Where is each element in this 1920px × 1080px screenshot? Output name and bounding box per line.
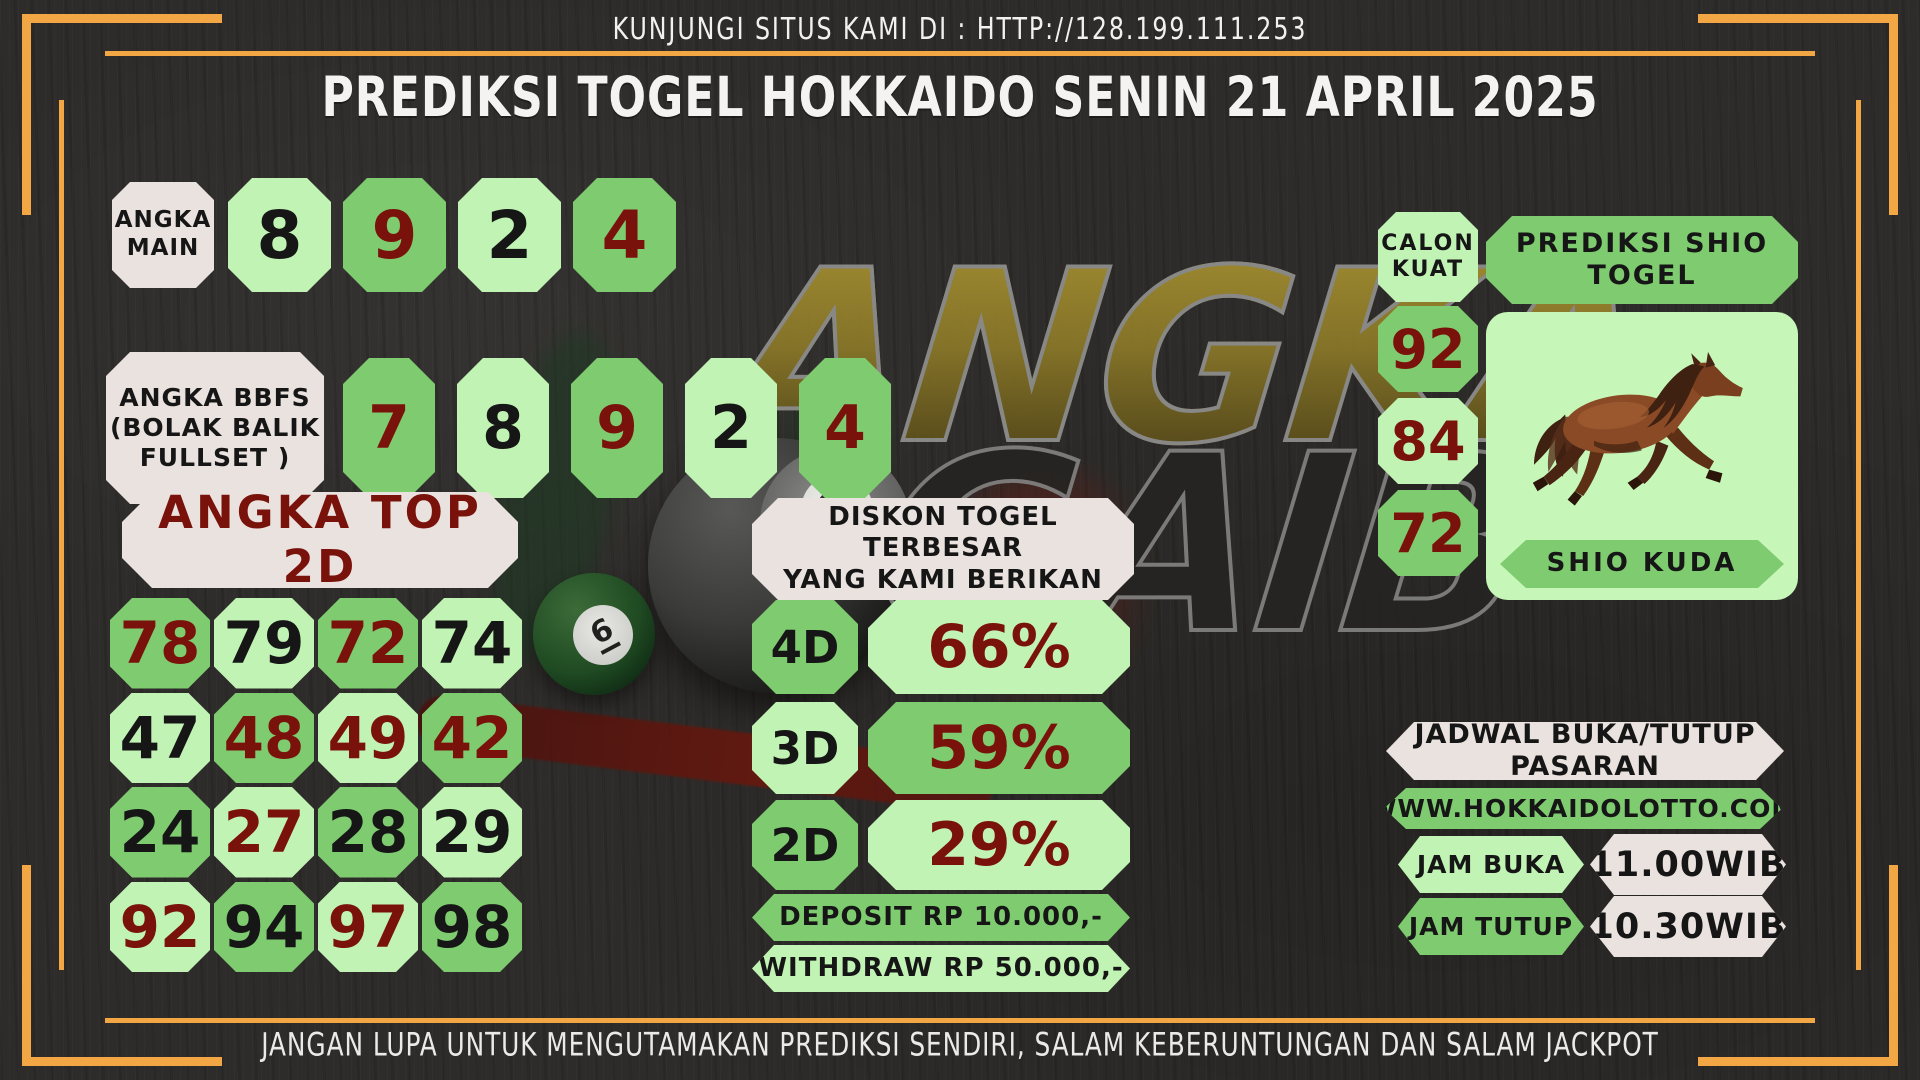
top2d-cell: 24 — [110, 787, 210, 878]
angka-main-digit: 4 — [573, 178, 676, 292]
top2d-cell: 79 — [214, 598, 314, 689]
diskon-4d-label: 4D — [752, 600, 858, 694]
diskon-3d-value: 59% — [868, 702, 1130, 794]
diskon-header: DISKON TOGEL TERBESAR YANG KAMI BERIKAN — [752, 498, 1134, 600]
calon-kuat-number: 84 — [1378, 398, 1478, 484]
diskon-3d-label: 3D — [752, 702, 858, 794]
footer-text: JANGAN LUPA UNTUK MENGUTAMAKAN PREDIKSI … — [261, 1027, 1659, 1064]
angka-top-2d-title: ANGKA TOP 2D — [158, 486, 482, 593]
corner-bracket-bottom-left — [22, 865, 31, 1066]
withdraw-bar: WITHDRAW RP 50.000,- — [752, 945, 1130, 992]
deposit-bar: DEPOSIT RP 10.000,- — [752, 894, 1130, 941]
site-notice[interactable]: KUNJUNGI SITUS KAMI DI : HTTP://128.199.… — [612, 10, 1308, 47]
calon-kuat-label: CALON KUAT — [1378, 212, 1478, 302]
horse-icon — [1532, 352, 1743, 506]
page-title: PREDIKSI TOGEL HOKKAIDO SENIN 21 APRIL 2… — [321, 65, 1599, 130]
calon-kuat-number: 72 — [1378, 490, 1478, 576]
corner-bracket-bottom-left — [22, 1057, 222, 1066]
jam-buka-label: JAM BUKA — [1398, 836, 1584, 893]
corner-bracket-top-right — [1698, 14, 1898, 23]
diskon-2d-value: 29% — [868, 800, 1130, 890]
angka-top-2d-header: ANGKA TOP 2D — [122, 492, 518, 588]
diskon-2d-label: 2D — [752, 800, 858, 890]
side-line-left — [59, 100, 64, 970]
top2d-cell: 78 — [110, 598, 210, 689]
shio-name-bar: SHIO KUDA — [1500, 540, 1784, 588]
angka-main-digit: 2 — [458, 178, 561, 292]
deposit-text: DEPOSIT RP 10.000,- — [779, 901, 1103, 932]
shio-header-text: PREDIKSI SHIO TOGEL — [1515, 227, 1769, 291]
angka-bbfs-digit: 9 — [571, 358, 663, 498]
withdraw-text: WITHDRAW RP 50.000,- — [758, 952, 1124, 983]
jam-tutup-value: 10.30WIB — [1590, 896, 1786, 957]
top2d-cell: 97 — [318, 882, 418, 973]
jam-buka-label-text: JAM BUKA — [1416, 849, 1566, 879]
corner-bracket-top-right — [1889, 14, 1898, 215]
corner-bracket-bottom-right — [1698, 1057, 1898, 1066]
top2d-cell: 27 — [214, 787, 314, 878]
top2d-cell: 29 — [422, 787, 522, 878]
divider-bottom — [105, 1018, 1815, 1023]
top2d-cell: 48 — [214, 693, 314, 784]
top2d-cell: 42 — [422, 693, 522, 784]
calon-kuat-number: 92 — [1378, 306, 1478, 392]
six-ball-icon: 6 — [533, 573, 655, 695]
diskon-4d-value: 66% — [868, 600, 1130, 694]
website-bar[interactable]: WWW.HOKKAIDOLOTTO.COM — [1384, 788, 1782, 829]
top2d-cell: 74 — [422, 598, 522, 689]
angka-bbfs-digit: 7 — [343, 358, 435, 498]
corner-bracket-top-left — [22, 14, 222, 23]
jam-tutup-value-text: 10.30WIB — [1589, 906, 1787, 947]
angka-top-2d-grid: 78 79 72 74 47 48 49 42 24 27 28 29 92 9… — [110, 598, 522, 972]
shio-name-text: SHIO KUDA — [1546, 548, 1738, 579]
top2d-cell: 72 — [318, 598, 418, 689]
six-ball-spot: 6 — [573, 604, 634, 665]
angka-bbfs-digit: 4 — [799, 358, 891, 498]
calon-kuat-line: CALON — [1381, 230, 1475, 256]
angka-main-label-line: MAIN — [126, 235, 200, 261]
shio-card: SHIO KUDA — [1486, 312, 1798, 600]
diskon-header-line: YANG KAMI BERIKAN — [783, 564, 1103, 595]
jam-tutup-label: JAM TUTUP — [1398, 898, 1584, 955]
jam-tutup-label-text: JAM TUTUP — [1408, 911, 1574, 941]
angka-bbfs-digit: 2 — [685, 358, 777, 498]
diskon-header-line: DISKON TOGEL TERBESAR — [828, 502, 1058, 564]
jadwal-header-text: JADWAL BUKA/TUTUP PASARAN — [1414, 718, 1756, 782]
jam-buka-value-text: 11.00WIB — [1589, 844, 1787, 885]
angka-bbfs-label-line: (BOLAK BALIK — [109, 413, 321, 442]
website-text: WWW.HOKKAIDOLOTTO.COM — [1368, 793, 1798, 823]
top2d-cell: 47 — [110, 693, 210, 784]
angka-main-digit: 8 — [228, 178, 331, 292]
corner-bracket-top-left — [22, 14, 31, 215]
angka-bbfs-digit: 8 — [457, 358, 549, 498]
top2d-cell: 98 — [422, 882, 522, 973]
top2d-cell: 28 — [318, 787, 418, 878]
angka-bbfs-label: ANGKA BBFS (BOLAK BALIK FULLSET ) — [106, 352, 324, 504]
shio-header: PREDIKSI SHIO TOGEL — [1486, 216, 1798, 304]
calon-kuat-line: KUAT — [1391, 257, 1465, 282]
angka-main-label-line: ANGKA — [114, 207, 212, 234]
top2d-cell: 49 — [318, 693, 418, 784]
divider-top — [105, 51, 1815, 56]
jadwal-header: JADWAL BUKA/TUTUP PASARAN — [1386, 722, 1784, 780]
top2d-cell: 92 — [110, 882, 210, 973]
jam-buka-value: 11.00WIB — [1590, 834, 1786, 895]
side-line-right — [1856, 100, 1861, 970]
top2d-cell: 94 — [214, 882, 314, 973]
angka-main-label: ANGKA MAIN — [112, 182, 214, 288]
angka-main-digit: 9 — [343, 178, 446, 292]
six-ball-number: 6 — [584, 612, 621, 656]
angka-bbfs-label-line: FULLSET ) — [139, 443, 291, 472]
corner-bracket-bottom-right — [1889, 865, 1898, 1066]
angka-bbfs-label-line: ANGKA BBFS — [119, 383, 311, 412]
